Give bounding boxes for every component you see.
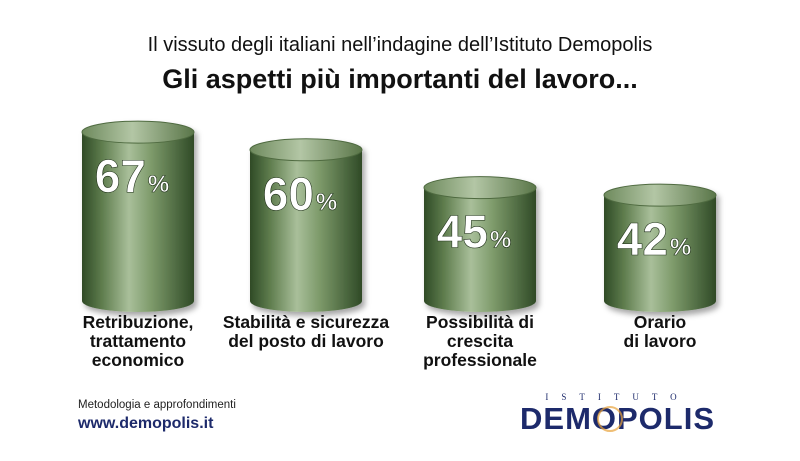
bar-body [82, 132, 194, 312]
category-label: Stabilità e sicurezza del posto di lavor… [222, 312, 390, 351]
bar-top [81, 120, 195, 144]
category-label: Possibilità di crescita professionale [423, 312, 537, 370]
logo-top-text: ISTITUTO [545, 392, 690, 402]
bar-2 [249, 138, 363, 312]
bar-top [249, 138, 363, 162]
methodology-note: Metodologia e approfondimenti [78, 399, 236, 411]
chart-subtitle: Il vissuto degli italiani nell’indagine … [147, 34, 653, 56]
chart-title: Gli aspetti più importanti del lavoro... [162, 64, 638, 94]
website-link[interactable]: www.demopolis.it [78, 415, 214, 432]
value-label: 67% [95, 150, 170, 202]
category-label: Retribuzione, trattamento economico [82, 312, 194, 370]
demopolis-logo: ISTITUTO DEMOPOLIS [520, 392, 715, 436]
bar-top [603, 183, 717, 207]
bar-4 [603, 183, 717, 312]
logo-sun-icon [597, 406, 623, 432]
bar-3 [423, 176, 537, 312]
bar-1 [81, 120, 195, 312]
bar-body [250, 149, 362, 312]
category-label: Orario di lavoro [623, 312, 697, 351]
value-label: 60% [263, 168, 338, 220]
bar-body [604, 195, 716, 312]
value-label: 45% [437, 206, 512, 258]
value-label: 42% [617, 213, 692, 265]
logo-main-text: DEMOPOLIS [520, 401, 716, 436]
bar-top [423, 176, 537, 200]
bar-body [424, 187, 536, 312]
